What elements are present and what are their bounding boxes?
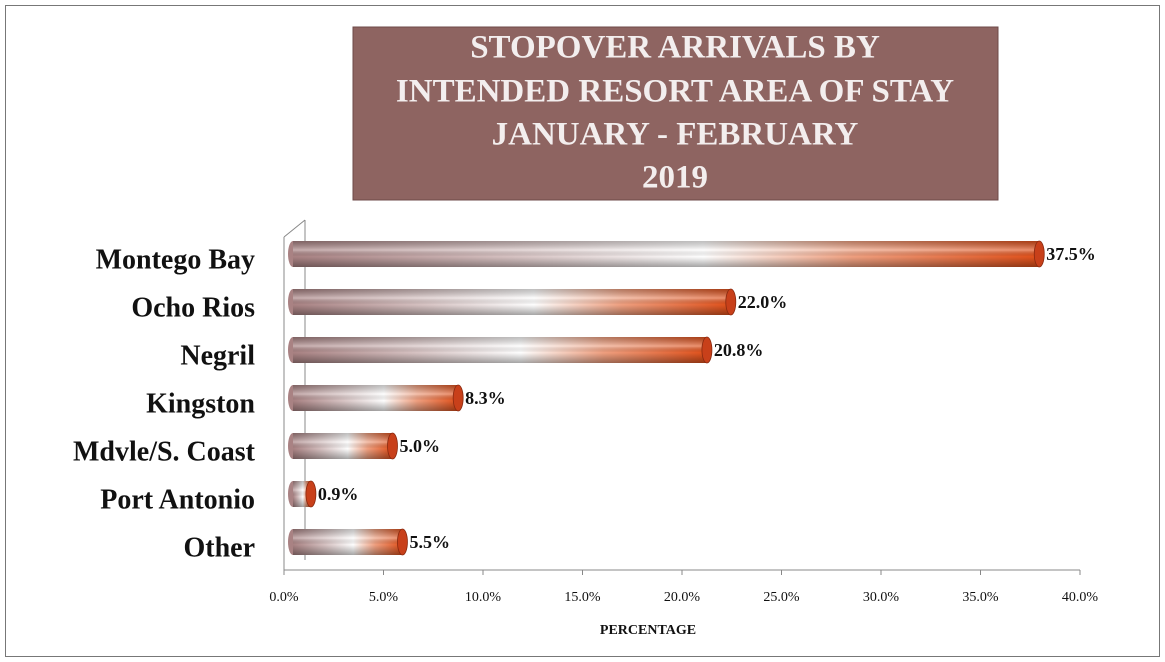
- bar-shade: [293, 529, 403, 555]
- bar-cap: [305, 480, 317, 508]
- x-axis-label: PERCENTAGE: [600, 623, 696, 638]
- y-tick-label: Negril: [180, 340, 255, 371]
- chart-title: STOPOVER ARRIVALS BY: [470, 30, 880, 66]
- bar-cap: [701, 336, 713, 364]
- value-label: 8.3%: [465, 388, 506, 408]
- chart-title: INTENDED RESORT AREA OF STAY: [396, 74, 954, 110]
- x-tick-label: 10.0%: [465, 590, 502, 605]
- bar: [288, 432, 398, 460]
- x-tick-label: 20.0%: [664, 590, 701, 605]
- frame: [5, 5, 1160, 657]
- bar-shade: [293, 385, 459, 411]
- x-tick-label: 15.0%: [564, 590, 601, 605]
- x-tick-label: 35.0%: [962, 590, 999, 605]
- title-box: [352, 26, 999, 201]
- bar-cap: [1033, 240, 1045, 268]
- bar-cap: [387, 432, 398, 460]
- bar: [288, 240, 1045, 268]
- chart-title: JANUARY - FEBRUARY: [492, 117, 859, 153]
- y-tick-label: Port Antonio: [100, 484, 255, 515]
- bar-shade: [293, 337, 707, 363]
- value-label: 22.0%: [738, 292, 788, 312]
- bar-shade: [293, 433, 393, 459]
- value-label: 5.5%: [409, 532, 450, 552]
- bar: [288, 480, 317, 508]
- x-tick-label: 30.0%: [863, 590, 900, 605]
- y-tick-label: Other: [183, 532, 255, 563]
- y-tick-label: Kingston: [146, 388, 255, 419]
- bar-shade: [293, 289, 731, 315]
- bar: [288, 528, 408, 556]
- value-label: 5.0%: [400, 436, 441, 456]
- x-tick-label: 25.0%: [763, 590, 800, 605]
- value-label: 20.8%: [714, 340, 764, 360]
- bar-shade: [293, 241, 1040, 267]
- bar: [288, 336, 713, 364]
- bar-cap: [725, 288, 737, 316]
- chart-title: 2019: [642, 160, 708, 196]
- bar-cap: [397, 528, 408, 556]
- x-tick-label: 40.0%: [1062, 590, 1099, 605]
- bar: [288, 288, 737, 316]
- bar-cap: [452, 384, 464, 412]
- y-tick-label: Mdvle/S. Coast: [73, 436, 256, 467]
- x-tick-label: 5.0%: [369, 590, 399, 605]
- value-label: 0.9%: [318, 484, 359, 504]
- bar: [288, 384, 464, 412]
- y-tick-label: Ocho Rios: [131, 292, 255, 323]
- value-label: 37.5%: [1046, 244, 1096, 264]
- x-tick-label: 0.0%: [269, 590, 299, 605]
- y-tick-label: Montego Bay: [96, 244, 255, 275]
